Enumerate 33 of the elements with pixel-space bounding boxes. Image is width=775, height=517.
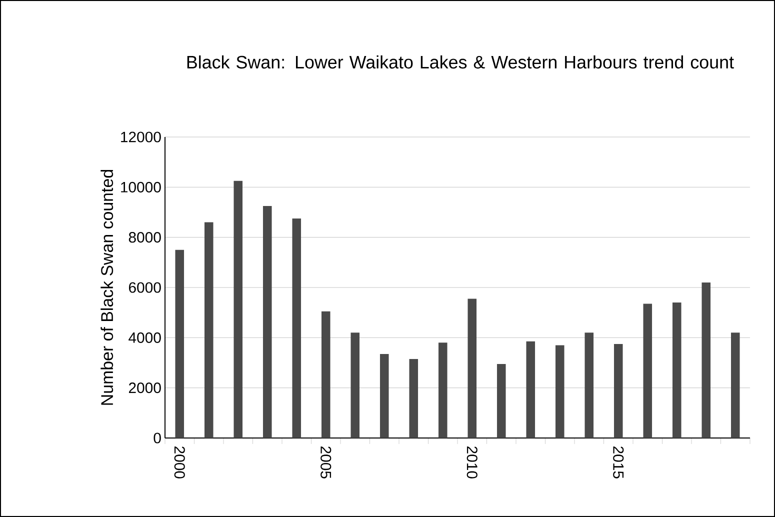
bar	[438, 342, 448, 438]
y-tick-label: 0	[154, 432, 161, 444]
bar	[526, 341, 536, 438]
bar	[555, 345, 564, 438]
bar	[175, 250, 184, 438]
bar	[409, 358, 418, 438]
bar	[262, 206, 272, 438]
chart-title: Black Swan: Lower Waikato Lakes & Western Harbours trend count	[187, 55, 734, 69]
x-tick-label: 2000	[174, 446, 185, 478]
y-tick-label: 2000	[128, 382, 161, 394]
bar	[614, 344, 623, 438]
x-tick-label: 2010	[466, 446, 478, 478]
bar	[584, 332, 594, 438]
bar	[672, 302, 682, 438]
y-tick-label: 12000	[121, 132, 161, 142]
bar	[350, 332, 360, 438]
bar	[321, 311, 330, 438]
y-tick-label: 4000	[128, 332, 161, 343]
x-tick-label: 2015	[613, 446, 624, 478]
bar	[643, 304, 652, 438]
y-axis-title: Number of Black Swan counted	[100, 170, 114, 405]
bar	[730, 332, 740, 438]
y-tick-label: 8000	[128, 232, 161, 243]
bar	[292, 218, 302, 438]
y-tick-label: 10000	[121, 182, 161, 192]
y-tick-label: 6000	[129, 282, 161, 293]
x-tick-label: 2005	[320, 446, 332, 478]
bar	[234, 180, 243, 438]
bar	[496, 364, 506, 438]
bar	[468, 298, 477, 438]
bar	[702, 282, 711, 438]
bar	[380, 354, 389, 438]
bar	[204, 222, 214, 438]
